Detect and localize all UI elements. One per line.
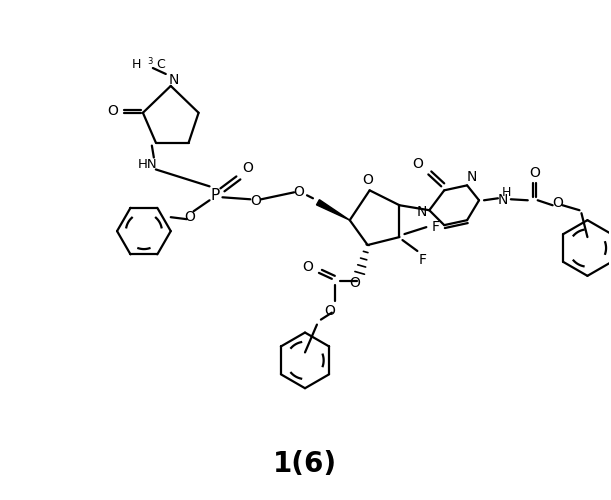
- Text: P: P: [211, 188, 220, 203]
- Text: O: O: [552, 196, 563, 210]
- Text: O: O: [302, 260, 313, 274]
- Text: 3: 3: [147, 57, 153, 66]
- Text: O: O: [324, 304, 335, 318]
- Text: O: O: [349, 276, 360, 290]
- Text: N: N: [169, 73, 179, 87]
- Text: O: O: [184, 210, 195, 224]
- Text: O: O: [412, 158, 423, 172]
- Text: O: O: [108, 104, 119, 118]
- Text: HN: HN: [138, 158, 158, 171]
- Text: N: N: [498, 194, 508, 207]
- Text: H: H: [131, 58, 141, 70]
- Text: O: O: [294, 186, 304, 200]
- Text: H: H: [502, 186, 511, 199]
- Text: C: C: [156, 58, 164, 70]
- Polygon shape: [316, 200, 349, 220]
- Text: 1(6): 1(6): [273, 450, 337, 478]
- Text: F: F: [431, 220, 439, 234]
- Text: O: O: [242, 162, 253, 175]
- Text: O: O: [362, 174, 373, 188]
- Text: O: O: [250, 194, 261, 208]
- Text: F: F: [419, 253, 426, 267]
- Text: N: N: [416, 205, 426, 219]
- Text: O: O: [529, 166, 540, 180]
- Text: N: N: [467, 170, 477, 184]
